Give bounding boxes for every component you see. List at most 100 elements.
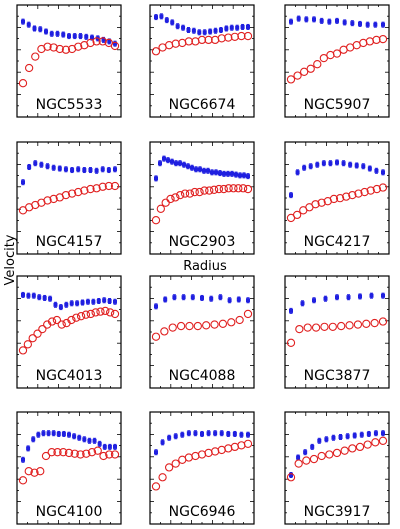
data-point-circle	[82, 449, 91, 458]
data-point-square	[21, 292, 25, 297]
data-point-circle	[43, 196, 52, 205]
data-point-square	[348, 162, 353, 167]
data-point-square	[49, 31, 54, 36]
data-point-square	[67, 34, 71, 39]
data-point-square	[323, 296, 328, 301]
data-point-circle	[204, 35, 213, 45]
data-point-circle	[295, 324, 304, 334]
data-point-circle	[86, 184, 95, 194]
data-point-circle	[110, 309, 120, 319]
data-point-circle	[18, 79, 28, 88]
data-point-square	[31, 293, 36, 298]
data-point-circle	[235, 315, 244, 325]
data-point-square	[154, 176, 158, 181]
data-point-circle	[96, 307, 105, 316]
data-point-square	[75, 301, 80, 306]
data-point-square	[178, 161, 182, 166]
data-point-square	[373, 22, 378, 27]
data-point-square	[315, 162, 320, 167]
data-point-square	[202, 30, 207, 35]
data-point-square	[289, 473, 293, 477]
data-point-square	[172, 295, 177, 300]
data-point-circle	[224, 184, 233, 193]
data-point-square	[238, 173, 242, 178]
data-point-circle	[86, 309, 95, 319]
data-point-square	[202, 168, 206, 173]
data-point-square	[381, 22, 385, 27]
data-point-square	[246, 24, 250, 29]
data-point-circle	[151, 332, 161, 341]
data-point-square	[57, 166, 62, 171]
data-point-square	[154, 15, 158, 20]
data-point-square	[240, 24, 245, 29]
data-point-square	[361, 164, 366, 169]
data-point-square	[96, 299, 101, 303]
data-point-circle	[354, 189, 363, 198]
data-point-circle	[371, 438, 380, 447]
data-point-circle	[184, 37, 194, 46]
data-point-square	[182, 162, 186, 167]
data-point-square	[289, 193, 293, 198]
data-point-square	[173, 434, 178, 439]
data-point-square	[193, 431, 198, 436]
data-point-circle	[243, 31, 253, 41]
data-point-circle	[372, 184, 382, 194]
chart-panel: NGC4088	[149, 275, 255, 389]
data-point-square	[51, 165, 56, 170]
data-point-circle	[180, 189, 190, 198]
data-point-square	[158, 161, 162, 166]
data-point-circle	[47, 448, 56, 457]
data-point-square	[162, 156, 166, 161]
data-point-circle	[74, 187, 83, 197]
data-point-square	[239, 432, 244, 437]
data-point-circle	[360, 187, 369, 197]
data-point-square	[190, 295, 195, 300]
data-point-square	[107, 39, 112, 44]
data-point-circle	[209, 185, 219, 194]
data-point-circle	[217, 445, 226, 455]
data-point-circle	[67, 315, 76, 325]
data-point-square	[324, 437, 329, 442]
data-point-square	[159, 14, 164, 19]
data-point-circle	[303, 323, 312, 332]
data-point-square	[37, 295, 42, 300]
data-point-circle	[219, 184, 228, 194]
data-point-circle	[171, 39, 180, 48]
data-point-square	[78, 34, 83, 39]
data-point-circle	[101, 306, 110, 316]
data-point-circle	[171, 193, 180, 202]
data-point-circle	[325, 450, 334, 459]
data-point-circle	[76, 312, 86, 321]
panel-title: NGC4217	[304, 234, 371, 250]
data-point-square	[26, 293, 31, 298]
data-point-square	[46, 431, 51, 436]
data-point-square	[186, 431, 191, 436]
data-point-square	[85, 299, 90, 304]
chart-panel: NGC3917	[284, 411, 390, 525]
data-point-square	[31, 437, 36, 442]
data-point-square	[308, 164, 313, 169]
data-point-square	[180, 432, 185, 437]
chart-panel: NGC2903	[149, 141, 255, 255]
data-point-square	[170, 20, 175, 25]
data-point-circle	[59, 448, 68, 457]
data-point-circle	[185, 189, 195, 198]
data-point-square	[312, 298, 316, 303]
panel-title: NGC6674	[169, 97, 236, 113]
data-point-square	[374, 168, 379, 173]
data-point-square	[304, 17, 309, 22]
data-point-circle	[197, 450, 207, 459]
data-point-square	[234, 172, 238, 177]
data-point-circle	[372, 35, 381, 45]
data-point-square	[381, 170, 385, 175]
data-point-circle	[57, 320, 66, 329]
panels-layer: NGC5533 NGC6674 NGC5907 NGC4157 NGC2903 NGC42…	[16, 4, 390, 525]
data-point-square	[229, 25, 234, 30]
data-point-circle	[370, 318, 379, 328]
data-point-square	[107, 444, 112, 449]
data-point-square	[76, 167, 81, 172]
data-point-circle	[176, 321, 186, 331]
data-point-circle	[340, 446, 349, 455]
data-point-square	[174, 161, 178, 166]
data-point-circle	[197, 35, 207, 45]
